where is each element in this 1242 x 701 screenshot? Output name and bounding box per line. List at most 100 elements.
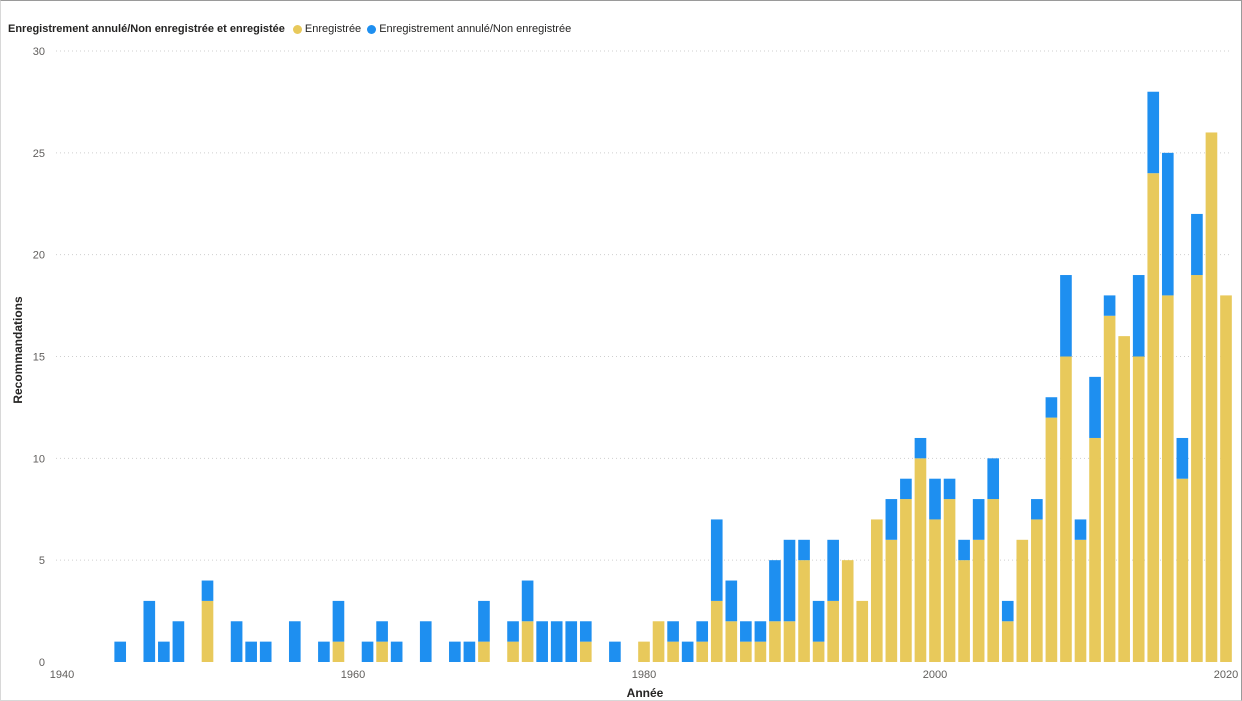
legend-item-non-enregistree[interactable]: Enregistrement annulé/Non enregistrée [367, 23, 571, 35]
bar-segment-non-enregistree[interactable] [361, 641, 374, 662]
legend-item-enregistree[interactable]: Enregistrée [292, 23, 361, 35]
bar-segment-non-enregistree[interactable] [667, 621, 679, 642]
bar-segment-non-enregistree[interactable] [1074, 519, 1087, 540]
bar-segment-enregistree[interactable] [521, 621, 534, 662]
bar-segment-enregistree[interactable] [1103, 315, 1116, 662]
bar-segment-enregistree[interactable] [1089, 437, 1101, 662]
bar-segment-enregistree[interactable] [1118, 336, 1130, 662]
bar-segment-non-enregistree[interactable] [390, 641, 403, 662]
bar-segment-enregistree[interactable] [638, 641, 650, 662]
bar-segment-enregistree[interactable] [710, 600, 723, 662]
bar-segment-non-enregistree[interactable] [696, 621, 709, 642]
bar-segment-non-enregistree[interactable] [1060, 275, 1072, 357]
bar-segment-enregistree[interactable] [754, 641, 767, 662]
bar-segment-enregistree[interactable] [1016, 539, 1029, 662]
bar-segment-non-enregistree[interactable] [827, 539, 839, 601]
bar-segment-non-enregistree[interactable] [1191, 213, 1203, 276]
bar-segment-enregistree[interactable] [972, 539, 985, 662]
bar-segment-non-enregistree[interactable] [754, 621, 767, 642]
bar-segment-non-enregistree[interactable] [449, 641, 461, 662]
bar-segment-non-enregistree[interactable] [143, 600, 156, 662]
bar-segment-non-enregistree[interactable] [987, 458, 1000, 500]
bar-segment-enregistree[interactable] [740, 641, 752, 662]
bar-segment-non-enregistree[interactable] [550, 621, 563, 662]
bar-segment-enregistree[interactable] [841, 560, 854, 662]
bar-segment-non-enregistree[interactable] [1103, 295, 1116, 316]
bar-segment-enregistree[interactable] [783, 621, 796, 662]
bar-segment-non-enregistree[interactable] [609, 641, 621, 662]
bar-segment-enregistree[interactable] [885, 539, 898, 662]
bar-segment-non-enregistree[interactable] [478, 600, 490, 642]
bar-segment-enregistree[interactable] [1147, 173, 1160, 662]
bar-segment-enregistree[interactable] [667, 641, 679, 662]
bar-segment-non-enregistree[interactable] [783, 539, 796, 622]
bar-segment-non-enregistree[interactable] [769, 560, 781, 622]
bar-segment-enregistree[interactable] [1191, 275, 1203, 662]
bar-segment-enregistree[interactable] [1161, 295, 1174, 662]
bar-segment-enregistree[interactable] [201, 600, 214, 662]
bar-segment-non-enregistree[interactable] [972, 499, 985, 540]
bar-segment-non-enregistree[interactable] [812, 600, 825, 642]
bar-segment-enregistree[interactable] [579, 641, 592, 662]
bar-segment-enregistree[interactable] [725, 621, 738, 662]
bar-segment-enregistree[interactable] [943, 499, 956, 662]
bar-segment-non-enregistree[interactable] [318, 641, 330, 662]
bar-segment-non-enregistree[interactable] [1089, 376, 1101, 438]
bar-segment-enregistree[interactable] [1176, 478, 1189, 662]
bar-segment-enregistree[interactable] [1132, 356, 1145, 663]
bar-segment-enregistree[interactable] [900, 499, 912, 662]
bar-segment-non-enregistree[interactable] [245, 641, 257, 662]
bar-segment-enregistree[interactable] [812, 641, 825, 662]
bar-segment-enregistree[interactable] [856, 600, 869, 662]
bar-segment-non-enregistree[interactable] [1176, 437, 1189, 479]
bar-segment-enregistree[interactable] [1060, 356, 1072, 663]
bar-segment-non-enregistree[interactable] [740, 621, 752, 642]
bar-segment-non-enregistree[interactable] [1132, 275, 1145, 357]
bar-segment-non-enregistree[interactable] [463, 641, 476, 662]
bar-segment-non-enregistree[interactable] [259, 641, 272, 662]
bar-segment-enregistree[interactable] [769, 621, 781, 662]
bar-segment-non-enregistree[interactable] [579, 621, 592, 642]
bar-segment-non-enregistree[interactable] [332, 600, 345, 642]
bar-segment-enregistree[interactable] [1205, 132, 1218, 662]
bar-segment-enregistree[interactable] [696, 641, 709, 662]
bar-segment-non-enregistree[interactable] [710, 519, 723, 601]
bar-segment-enregistree[interactable] [376, 641, 388, 662]
bar-segment-non-enregistree[interactable] [929, 478, 941, 520]
bar-segment-non-enregistree[interactable] [900, 478, 912, 500]
bar-segment-non-enregistree[interactable] [1147, 91, 1160, 174]
bar-segment-non-enregistree[interactable] [507, 621, 519, 642]
bar-segment-non-enregistree[interactable] [565, 621, 578, 662]
bar-segment-non-enregistree[interactable] [1031, 499, 1043, 520]
bar-segment-enregistree[interactable] [652, 621, 665, 662]
bar-segment-enregistree[interactable] [1045, 417, 1058, 662]
bar-segment-non-enregistree[interactable] [1161, 152, 1174, 296]
bar-segment-non-enregistree[interactable] [943, 478, 956, 500]
bar-segment-non-enregistree[interactable] [885, 499, 898, 540]
bar-segment-non-enregistree[interactable] [536, 621, 548, 662]
bar-segment-non-enregistree[interactable] [521, 580, 534, 622]
bar-segment-non-enregistree[interactable] [288, 621, 301, 662]
bar-segment-enregistree[interactable] [987, 499, 1000, 662]
bar-segment-non-enregistree[interactable] [681, 641, 694, 662]
bar-segment-enregistree[interactable] [929, 519, 941, 662]
bar-segment-enregistree[interactable] [870, 519, 883, 662]
bar-segment-non-enregistree[interactable] [1045, 397, 1058, 418]
bar-segment-enregistree[interactable] [798, 560, 810, 662]
bar-segment-enregistree[interactable] [1074, 539, 1087, 662]
bar-segment-non-enregistree[interactable] [798, 539, 810, 561]
bar-segment-non-enregistree[interactable] [725, 580, 738, 622]
bar-segment-enregistree[interactable] [914, 458, 927, 662]
bar-segment-non-enregistree[interactable] [376, 621, 388, 642]
bar-segment-non-enregistree[interactable] [1001, 600, 1014, 622]
bar-segment-non-enregistree[interactable] [419, 621, 432, 662]
bar-segment-enregistree[interactable] [827, 600, 839, 662]
bar-segment-enregistree[interactable] [478, 641, 490, 662]
bar-segment-non-enregistree[interactable] [958, 539, 970, 561]
bar-segment-enregistree[interactable] [1031, 519, 1043, 662]
bar-segment-non-enregistree[interactable] [158, 641, 170, 662]
bar-segment-non-enregistree[interactable] [172, 621, 185, 662]
bar-segment-non-enregistree[interactable] [114, 641, 127, 662]
bar-segment-non-enregistree[interactable] [230, 621, 243, 662]
bar-segment-enregistree[interactable] [507, 641, 519, 662]
